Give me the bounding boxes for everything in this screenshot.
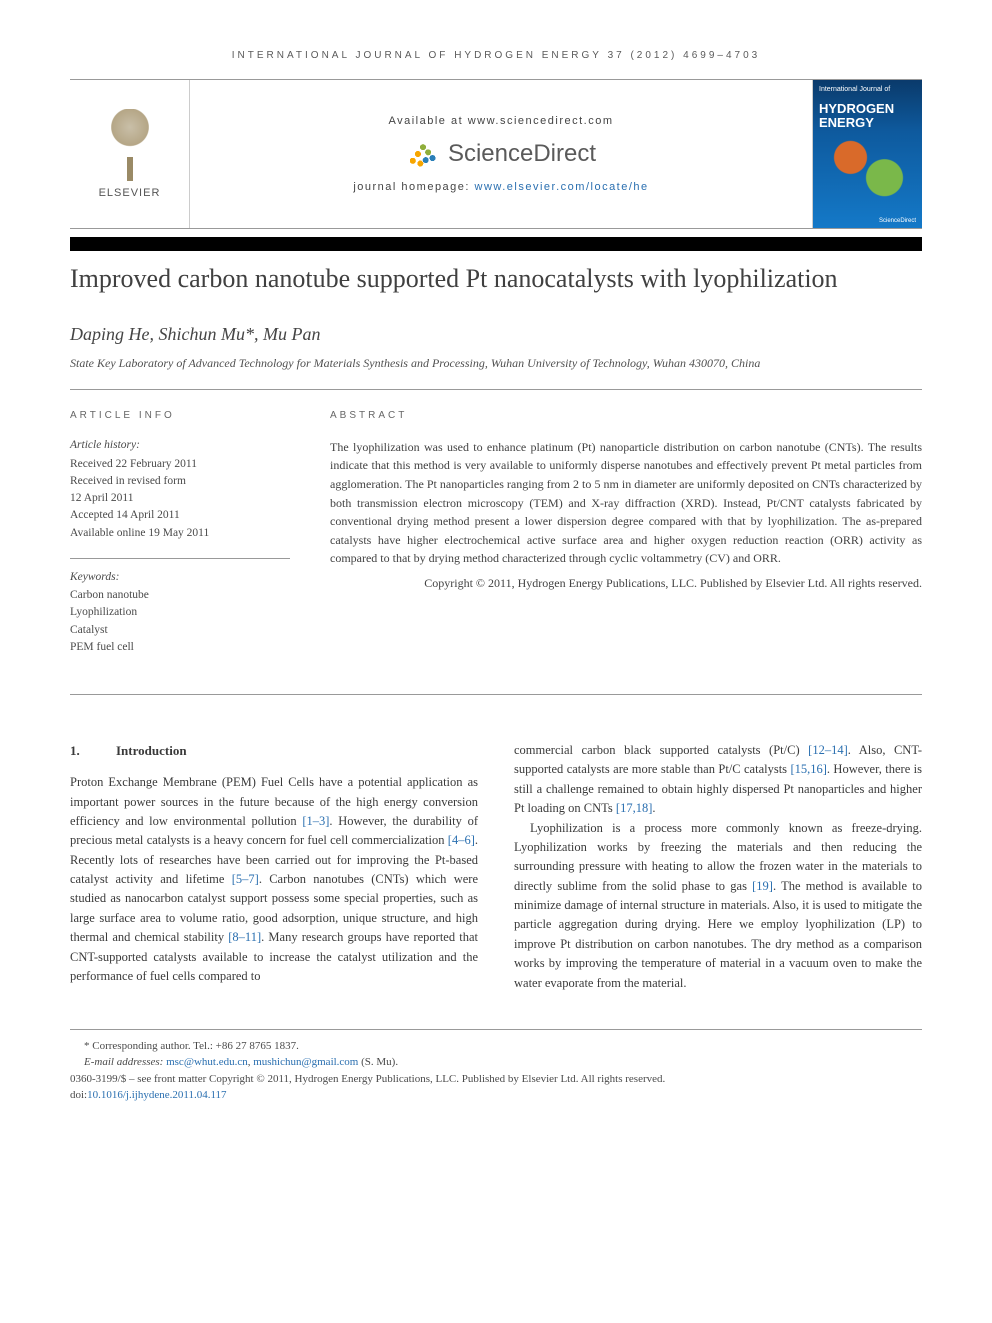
keywords-block: Keywords: Carbon nanotube Lyophilization… (70, 569, 290, 656)
sciencedirect-text: ScienceDirect (448, 140, 596, 168)
body-paragraph: Lyophilization is a process more commonl… (514, 819, 922, 993)
keyword: Carbon nanotube (70, 587, 290, 604)
history-line: Received in revised form (70, 473, 290, 490)
doi-prefix: doi: (70, 1089, 87, 1101)
banner-center: Available at www.sciencedirect.com Scien… (190, 80, 812, 228)
article-title: Improved carbon nanotube supported Pt na… (70, 263, 922, 296)
keywords-label: Keywords: (70, 569, 290, 586)
footnotes: * Corresponding author. Tel.: +86 27 876… (70, 1029, 922, 1104)
elsevier-tree-icon (99, 109, 161, 181)
journal-cover-thumbnail[interactable]: International Journal of HYDROGEN ENERGY… (812, 80, 922, 228)
cover-big-title: HYDROGEN ENERGY (819, 102, 916, 131)
cover-footer-right: ScienceDirect (879, 218, 916, 224)
history-line: Received 22 February 2011 (70, 456, 290, 473)
reference-link[interactable]: [4–6] (448, 833, 475, 847)
doi-line: doi:10.1016/j.ijhydene.2011.04.117 (70, 1087, 922, 1104)
reference-link[interactable]: [1–3] (302, 814, 329, 828)
abstract-copyright: Copyright © 2011, Hydrogen Energy Public… (330, 574, 922, 593)
email-line: E-mail addresses: msc@whut.edu.cn, mushi… (70, 1054, 922, 1071)
cover-small-title: International Journal of (819, 86, 916, 94)
section-1-title: 1.Introduction (70, 741, 478, 761)
reference-link[interactable]: [8–11] (228, 930, 261, 944)
history-line: Available online 19 May 2011 (70, 525, 290, 542)
reference-link[interactable]: [5–7] (232, 872, 259, 886)
keyword: PEM fuel cell (70, 639, 290, 656)
reference-link[interactable]: [15,16] (790, 762, 826, 776)
reference-link[interactable]: [17,18] (616, 801, 652, 815)
reference-link[interactable]: [19] (752, 879, 773, 893)
sciencedirect-logo[interactable]: ScienceDirect (406, 137, 596, 171)
body-paragraph: commercial carbon black supported cataly… (514, 741, 922, 819)
info-abstract-row: ARTICLE INFO Article history: Received 2… (70, 390, 922, 694)
body-right-column: commercial carbon black supported cataly… (514, 741, 922, 993)
article-info-column: ARTICLE INFO Article history: Received 2… (70, 408, 290, 672)
history-label: Article history: (70, 437, 290, 454)
keyword: Lyophilization (70, 604, 290, 621)
issn-copyright-line: 0360-3199/$ – see front matter Copyright… (70, 1071, 922, 1088)
history-line: Accepted 14 April 2011 (70, 507, 290, 524)
elsevier-logo[interactable]: ELSEVIER (70, 80, 190, 228)
keyword: Catalyst (70, 622, 290, 639)
body-paragraph: Proton Exchange Membrane (PEM) Fuel Cell… (70, 773, 478, 986)
cover-art-icon (825, 140, 910, 198)
body-two-column: 1.Introduction Proton Exchange Membrane … (70, 741, 922, 993)
publisher-banner: ELSEVIER Available at www.sciencedirect.… (70, 79, 922, 229)
abstract-text: The lyophilization was used to enhance p… (330, 438, 922, 568)
body-left-column: 1.Introduction Proton Exchange Membrane … (70, 741, 478, 993)
email-suffix: (S. Mu). (358, 1056, 398, 1068)
doi-link[interactable]: 10.1016/j.ijhydene.2011.04.117 (87, 1089, 226, 1101)
abstract-column: ABSTRACT The lyophilization was used to … (330, 408, 922, 672)
rule-bottom (70, 694, 922, 695)
cover-footer: ScienceDirect (819, 218, 916, 224)
journal-citation-line: INTERNATIONAL JOURNAL OF HYDROGEN ENERGY… (70, 50, 922, 61)
article-info-heading: ARTICLE INFO (70, 408, 290, 423)
email-link-1[interactable]: msc@whut.edu.cn (166, 1056, 248, 1068)
reference-link[interactable]: [12–14] (808, 743, 848, 757)
section-number: 1. (70, 741, 116, 761)
history-line: 12 April 2011 (70, 490, 290, 507)
available-at-text: Available at www.sciencedirect.com (388, 115, 613, 127)
elsevier-label: ELSEVIER (99, 187, 161, 199)
affiliation: State Key Laboratory of Advanced Technol… (70, 355, 922, 372)
email-label: E-mail addresses: (84, 1056, 166, 1068)
abstract-heading: ABSTRACT (330, 408, 922, 424)
author-list: Daping He, Shichun Mu*, Mu Pan (70, 324, 922, 345)
article-history-block: Article history: Received 22 February 20… (70, 437, 290, 542)
sciencedirect-burst-icon (406, 137, 440, 171)
journal-homepage-line: journal homepage: www.elsevier.com/locat… (353, 181, 648, 193)
info-divider (70, 558, 290, 559)
divider-bar (70, 237, 922, 251)
email-link-2[interactable]: mushichun@gmail.com (253, 1056, 358, 1068)
homepage-link[interactable]: www.elsevier.com/locate/he (475, 181, 649, 193)
section-name: Introduction (116, 743, 187, 758)
corresponding-author-note: * Corresponding author. Tel.: +86 27 876… (70, 1038, 922, 1055)
homepage-prefix: journal homepage: (353, 181, 474, 193)
